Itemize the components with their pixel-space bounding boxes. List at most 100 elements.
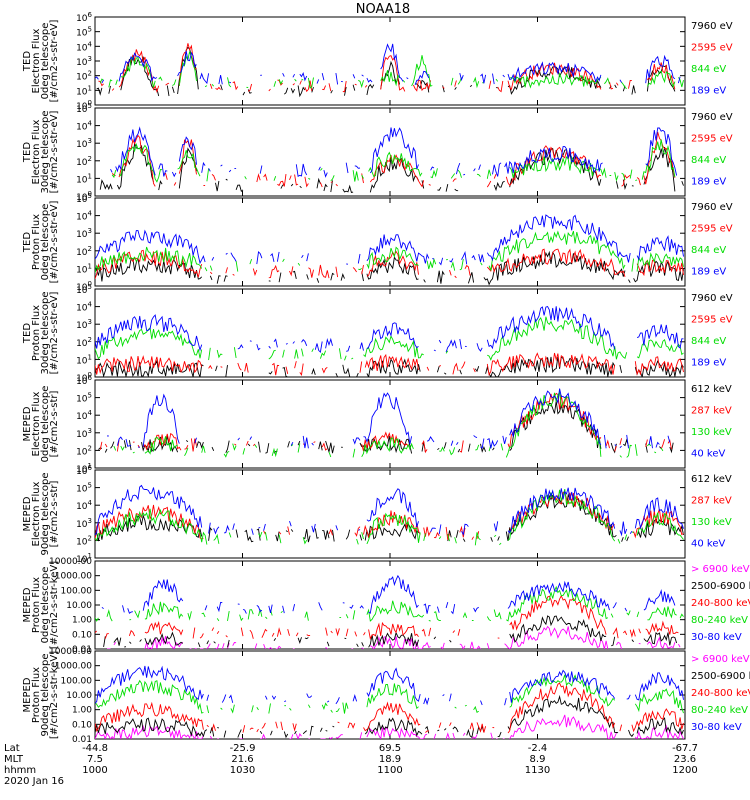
legend-entry: 40 keV	[691, 539, 725, 550]
legend-entry: 844 eV	[691, 245, 726, 256]
y-tick-label: 10.00	[66, 601, 92, 611]
x-tick-label-mlt: 23.6	[674, 754, 696, 765]
y-axis-title-line: TED	[22, 232, 33, 253]
y-axis-title-line: TED	[22, 51, 33, 72]
series-trace	[95, 214, 684, 266]
x-tick-label-hhmm: 1000	[82, 765, 107, 776]
legend-entry: 30-80 keV	[691, 632, 742, 643]
y-axis-title-line: MEPED	[22, 496, 33, 531]
x-tick-label-hhmm: 1130	[525, 765, 550, 776]
y-tick-label: 101	[76, 84, 92, 97]
legend-entry: 612 keV	[691, 474, 732, 485]
y-tick-label: 105	[76, 392, 92, 405]
series-trace	[112, 140, 678, 182]
y-axis-title-line: [#/cm2-s-str-keV]	[49, 561, 60, 649]
legend-entry: 40 keV	[691, 449, 725, 460]
x-tick-label-lat: -67.7	[672, 743, 698, 754]
x-tick-label-mlt: 7.5	[87, 754, 103, 765]
legend-entry: 130 keV	[691, 517, 732, 528]
series-trace	[95, 491, 684, 541]
trace-group	[95, 214, 684, 286]
y-tick-label: 1000.00	[55, 572, 92, 582]
date-label: 2020 Jan 16	[4, 776, 64, 787]
y-tick-label: 104	[76, 120, 92, 133]
y-axis-title-line: [#/cm2-s-str]	[49, 480, 60, 547]
y-axis-title-line: 0deg telescope	[40, 23, 51, 100]
legend-entry: 844 eV	[691, 155, 726, 166]
x-tick-label-lat: -25.9	[230, 743, 256, 754]
y-axis-title-line: Electron Flux	[31, 28, 42, 93]
y-tick-label: 103	[76, 137, 92, 150]
series-trace	[95, 352, 684, 377]
y-axis-title-line: 90deg telescope	[40, 653, 51, 736]
series-trace	[95, 594, 679, 641]
y-axis-title-line: [#/cm2-s-str-eV]	[49, 20, 60, 103]
series-trace	[95, 230, 684, 273]
y-axis-title-line: 0deg telescope	[40, 567, 51, 644]
x-tick-label-lat: -44.8	[82, 743, 108, 754]
y-tick-label: 104	[76, 210, 92, 223]
y-axis-title-line: 30deg telescope	[40, 110, 51, 193]
trace-group	[95, 484, 684, 546]
legend-entry: 7960 eV	[691, 202, 733, 213]
y-axis-title-line: [#/cm2-s-str-keV]	[49, 651, 60, 739]
series-trace	[95, 585, 684, 622]
series-trace	[95, 488, 684, 546]
legend-entry: 7960 eV	[691, 112, 733, 123]
series-trace	[95, 674, 684, 714]
x-row-label-mlt: MLT	[4, 754, 24, 765]
y-tick-label: 0.10	[72, 630, 92, 640]
series-trace	[95, 250, 684, 286]
y-axis-title-line: [#/cm2-s-str-eV]	[49, 201, 60, 284]
panel-7: 0.01 0.10 1.00 10.00 100.00 1000.00 10000.00 ME…	[22, 557, 750, 655]
series-trace	[99, 143, 684, 194]
y-tick-label: 10.00	[66, 691, 92, 701]
y-tick-label: 102	[76, 444, 92, 457]
series-trace	[95, 316, 684, 361]
y-tick-label: 105	[76, 482, 92, 495]
y-tick-label: 101	[76, 262, 92, 275]
y-tick-label: 0.01	[72, 735, 92, 745]
x-tick-label-mlt: 21.6	[231, 754, 253, 765]
y-tick-label: 106	[76, 11, 92, 24]
legend-entry: > 6900 keV	[691, 564, 750, 575]
legend-entry: 287 keV	[691, 496, 732, 507]
y-tick-label: 0.10	[72, 720, 92, 730]
series-trace	[103, 615, 678, 648]
y-axis-title-line: Electron Flux	[31, 119, 42, 184]
trace-group	[95, 43, 684, 96]
series-trace	[95, 665, 684, 706]
legend-entry: 2500-6900 keV	[691, 671, 750, 682]
y-axis-title-line: TED	[22, 323, 33, 344]
legend-entry: 240-800 keV	[691, 688, 750, 699]
y-tick-label: 10000.00	[49, 557, 92, 567]
y-tick-label: 100.00	[61, 676, 93, 686]
y-axis-title-line: 90deg telescope	[40, 472, 51, 555]
y-tick-label: 0.01	[72, 645, 92, 655]
series-trace	[100, 393, 683, 452]
series-trace	[95, 43, 681, 85]
y-tick-label: 102	[76, 70, 92, 83]
trace-group	[99, 128, 684, 194]
y-tick-label: 101	[76, 172, 92, 185]
trace-group	[95, 574, 684, 649]
legend-entry: 240-800 keV	[691, 598, 750, 609]
y-axis-title-line: Electron Flux	[31, 481, 42, 546]
legend-entry: 7960 eV	[691, 21, 733, 32]
panel-frame	[94, 469, 686, 559]
y-axis-title-line: [#/cm2-s-str-eV]	[49, 111, 60, 194]
legend-entry: 7960 eV	[691, 293, 733, 304]
series-trace	[95, 682, 684, 734]
y-axis-title-line: 0deg telescope	[40, 204, 51, 281]
y-axis-title-line: Proton Flux	[31, 214, 42, 270]
panel-8: 0.01 0.10 1.00 10.00 100.00 1000.00 10000.00 ME…	[22, 647, 750, 745]
y-tick-label: 102	[76, 155, 92, 168]
y-axis-title-line: MEPED	[22, 406, 33, 441]
y-tick-label: 103	[76, 517, 92, 530]
y-tick-label: 100.00	[61, 586, 93, 596]
y-tick-label: 103	[76, 55, 92, 68]
